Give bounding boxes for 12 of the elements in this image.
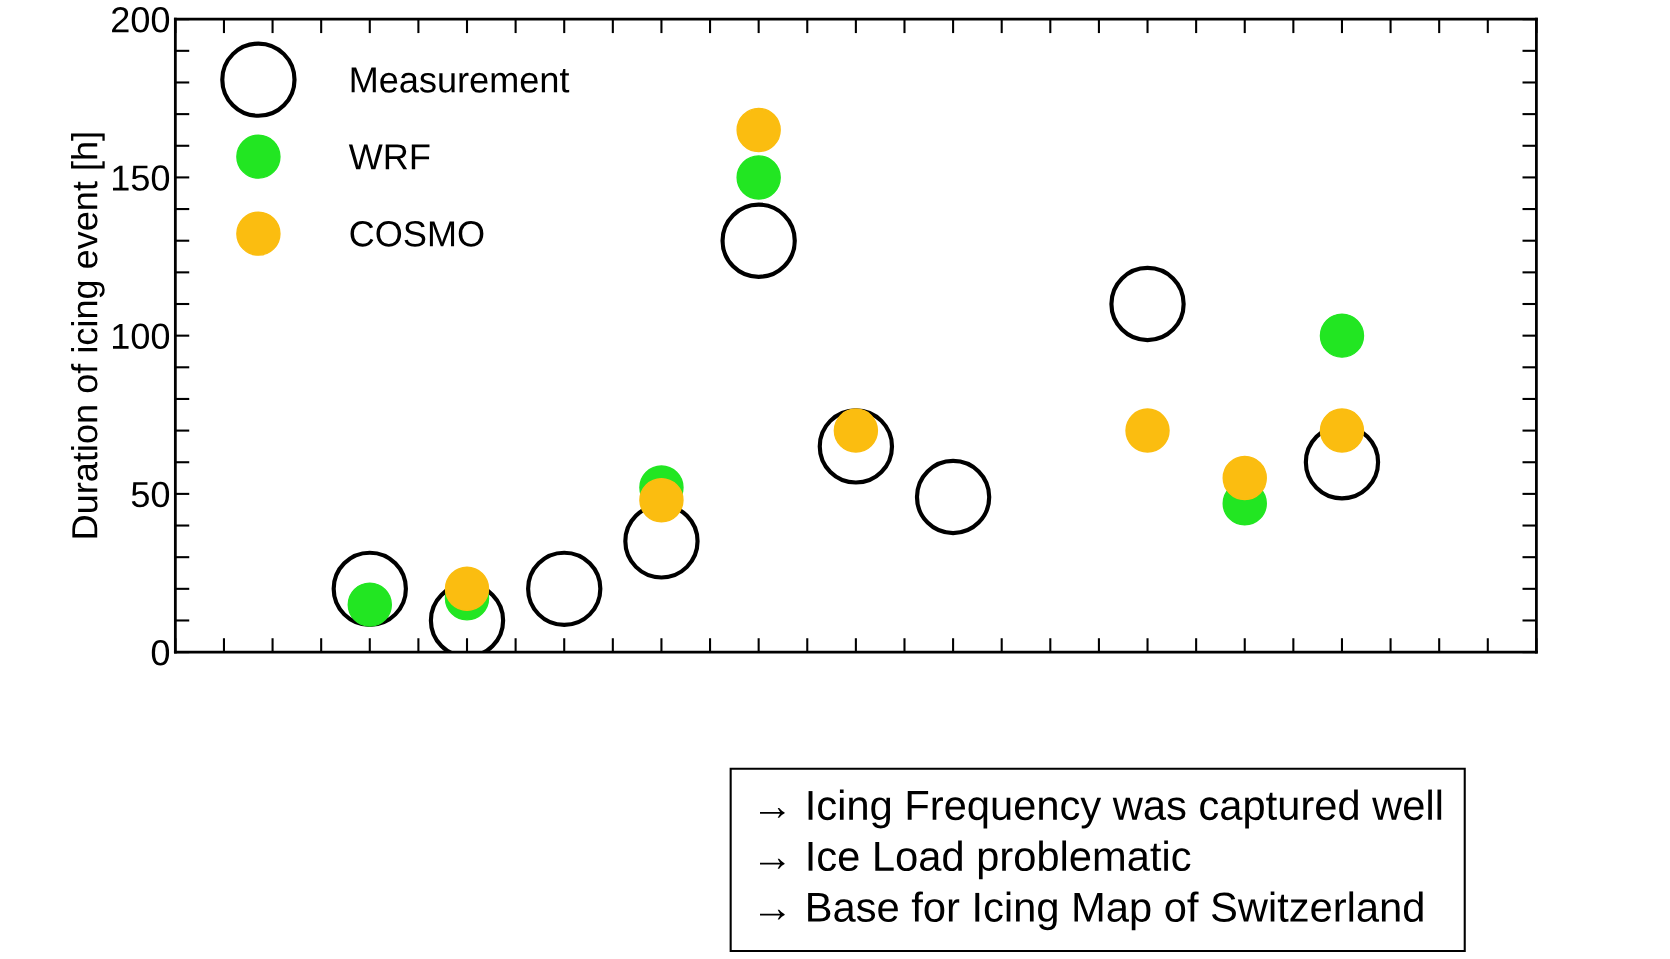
text: → Icing Frequency was captured well [760,789,1442,829]
y-tick-label: 150 [113,165,170,191]
legend-label: COSMO [350,221,484,247]
text: → Ice Load problematic [760,840,1191,880]
text: → Base for Icing Map of Switzerland [760,891,1423,931]
y-tick-label: 200 [112,7,170,33]
legend-label: WRF [348,144,430,170]
legend-label: Measurement [351,67,570,93]
y-tick-label: 100 [113,323,170,350]
y-tick-label: 50 [131,481,170,508]
y-tick-label: 0 [151,639,170,666]
y-axis-title: Duration of icing event [h] [71,133,105,538]
